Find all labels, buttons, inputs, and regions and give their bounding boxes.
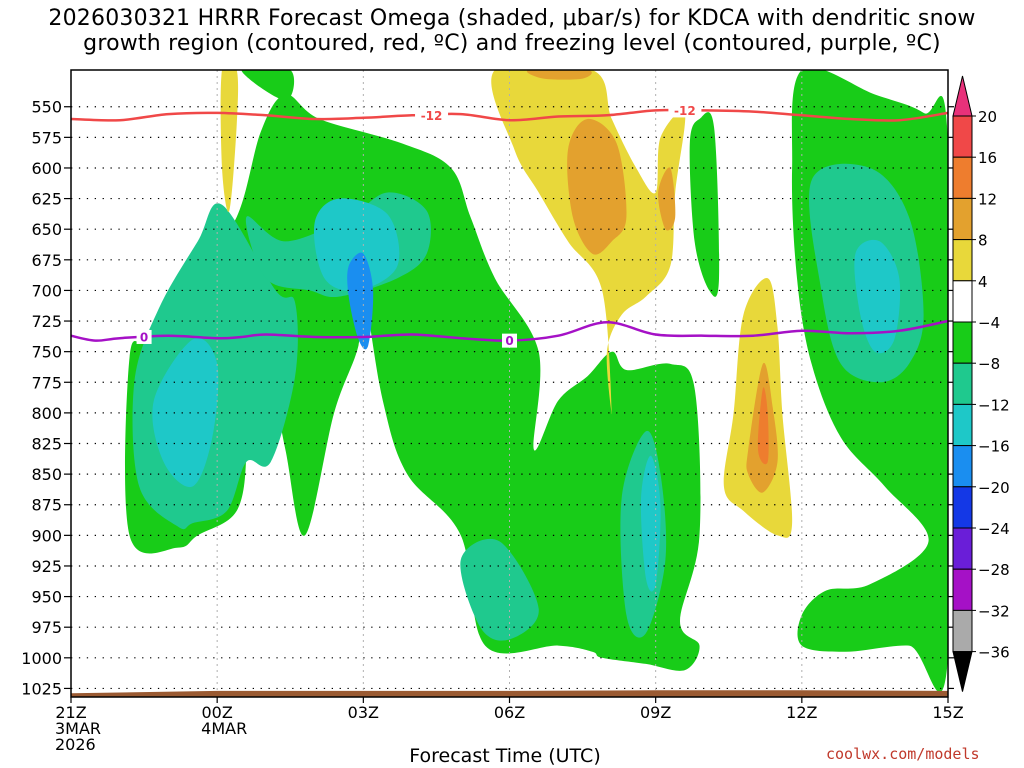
omega-region-neg8-6 bbox=[460, 538, 539, 641]
colorbar-top-arrow bbox=[952, 75, 973, 117]
omega-region-neg16-14 bbox=[347, 252, 374, 350]
colorbar-label-1: 16 bbox=[978, 149, 997, 167]
omega-shading bbox=[125, 70, 948, 693]
x-tick-label-0-2: 2026 bbox=[55, 735, 96, 754]
colorbar-label-13: −36 bbox=[978, 644, 1010, 662]
y-tick-label-625: 625 bbox=[31, 190, 62, 209]
omega-region-neg12-11 bbox=[854, 239, 901, 354]
chart-title-line2: growth region (contoured, red, ºC) and f… bbox=[83, 31, 941, 56]
colorbar-box-9 bbox=[952, 486, 973, 529]
colorbar-box-10 bbox=[952, 527, 973, 570]
y-tick-label-950: 950 bbox=[31, 588, 62, 607]
omega-region-12-22 bbox=[757, 387, 769, 465]
credit-text: coolwx.com/models bbox=[826, 745, 980, 763]
y-tick-label-550: 550 bbox=[31, 98, 62, 117]
contour-label-3: 0 bbox=[505, 334, 513, 348]
omega-region-neg4-1 bbox=[689, 112, 720, 297]
colorbar-label-3: 8 bbox=[978, 232, 988, 250]
y-tick-label-875: 875 bbox=[31, 496, 62, 515]
y-tick-label-675: 675 bbox=[31, 251, 62, 270]
colorbar-box-5 bbox=[952, 321, 973, 364]
omega-region-8-19 bbox=[526, 70, 592, 80]
y-tick-label-1025: 1025 bbox=[21, 679, 62, 698]
colorbar-label-4: 4 bbox=[978, 273, 988, 291]
y-tick-label-650: 650 bbox=[31, 220, 62, 239]
contour-label-bg-2 bbox=[136, 329, 152, 344]
y-tick-label-975: 975 bbox=[31, 618, 62, 637]
y-tick-label-700: 700 bbox=[31, 281, 62, 300]
omega-region-8-18 bbox=[658, 167, 676, 231]
omega-region-neg12-10 bbox=[313, 198, 400, 292]
gridlines bbox=[71, 70, 948, 697]
colorbar-box-0 bbox=[952, 115, 973, 158]
contour-label-0: -12 bbox=[421, 109, 443, 123]
isotherm-contours: -12 -12 0 0 bbox=[70, 103, 949, 348]
y-tick-label-900: 900 bbox=[31, 526, 62, 545]
colorbar-box-12 bbox=[952, 609, 973, 653]
colorbar-box-8 bbox=[952, 445, 973, 488]
x-tick-label-0-1: 3MAR bbox=[55, 719, 101, 738]
y-tick-label-575: 575 bbox=[31, 128, 62, 147]
colorbar-label-0: 20 bbox=[978, 108, 997, 126]
contour-label-1: -12 bbox=[674, 104, 696, 118]
x-tick-label-3-0: 06Z bbox=[494, 703, 525, 722]
omega-region-4-15 bbox=[220, 70, 239, 212]
x-tick-label-6-0: 15Z bbox=[932, 703, 963, 722]
colorbar-box-2 bbox=[952, 197, 973, 241]
omega-region-neg12-13 bbox=[172, 378, 204, 480]
chart-title-line1: 2026030321 HRRR Forecast Omega (shaded, … bbox=[48, 6, 976, 31]
x-tick-label-1-1: 4MAR bbox=[201, 719, 247, 738]
colorbar-box-1 bbox=[952, 156, 973, 199]
x-tick-label-4-0: 09Z bbox=[640, 703, 671, 722]
omega-region-neg4-3 bbox=[241, 70, 295, 101]
y-tick-label-925: 925 bbox=[31, 557, 62, 576]
y-tick-label-725: 725 bbox=[31, 312, 62, 331]
colorbar-label-9: −20 bbox=[978, 479, 1010, 497]
terrain-ground-strip bbox=[71, 690, 948, 697]
colorbar-label-6: −8 bbox=[978, 355, 1000, 373]
y-tick-label-800: 800 bbox=[31, 404, 62, 423]
y-tick-label-750: 750 bbox=[31, 343, 62, 362]
contour-label-bg-1 bbox=[668, 103, 702, 118]
y-tick-label-600: 600 bbox=[31, 159, 62, 178]
colorbar: 20 16 12 8 4 −4 −8 −12 −16 −20 −24 −28 −32 −36 bbox=[952, 75, 1010, 692]
isotherm-zero-line bbox=[70, 319, 949, 342]
colorbar-label-12: −32 bbox=[978, 602, 1010, 620]
y-tick-label-850: 850 bbox=[31, 465, 62, 484]
colorbar-box-6 bbox=[952, 362, 973, 405]
chart-title: 2026030321 HRRR Forecast Omega (shaded, … bbox=[0, 6, 1024, 56]
colorbar-label-5: −4 bbox=[978, 314, 1000, 332]
x-tick-label-0-0: 21Z bbox=[55, 703, 86, 722]
x-axis-label: Forecast Time (UTC) bbox=[409, 745, 601, 767]
colorbar-label-8: −16 bbox=[978, 438, 1010, 456]
contour-label-2: 0 bbox=[140, 330, 148, 344]
colorbar-label-11: −28 bbox=[978, 561, 1010, 579]
y-tick-label-775: 775 bbox=[31, 373, 62, 392]
colorbar-bottom-arrow bbox=[952, 651, 973, 692]
y-tick-label-825: 825 bbox=[31, 435, 62, 454]
contour-label-bg-3 bbox=[502, 333, 517, 348]
colorbar-box-7 bbox=[952, 403, 973, 447]
colorbar-box-4 bbox=[952, 280, 973, 323]
colorbar-label-2: 12 bbox=[978, 190, 997, 208]
colorbar-box-11 bbox=[952, 568, 973, 611]
y-tick-label-1000: 1000 bbox=[21, 649, 62, 668]
colorbar-label-10: −24 bbox=[978, 520, 1010, 538]
contour-label-bg-0 bbox=[415, 108, 449, 123]
omega-region-8-17 bbox=[567, 118, 627, 255]
terrain-ground bbox=[71, 690, 948, 697]
colorbar-label-7: −12 bbox=[978, 396, 1010, 414]
x-tick-label-2-0: 03Z bbox=[348, 703, 379, 722]
colorbar-box-3 bbox=[952, 239, 973, 282]
x-tick-label-1-0: 00Z bbox=[202, 703, 233, 722]
x-tick-label-5-0: 12Z bbox=[786, 703, 817, 722]
pressure-axis: 550 575 600 625 650 675 700 725 750 775 800 825 850 8… bbox=[21, 98, 954, 698]
isotherm-minus12-line bbox=[70, 108, 949, 122]
